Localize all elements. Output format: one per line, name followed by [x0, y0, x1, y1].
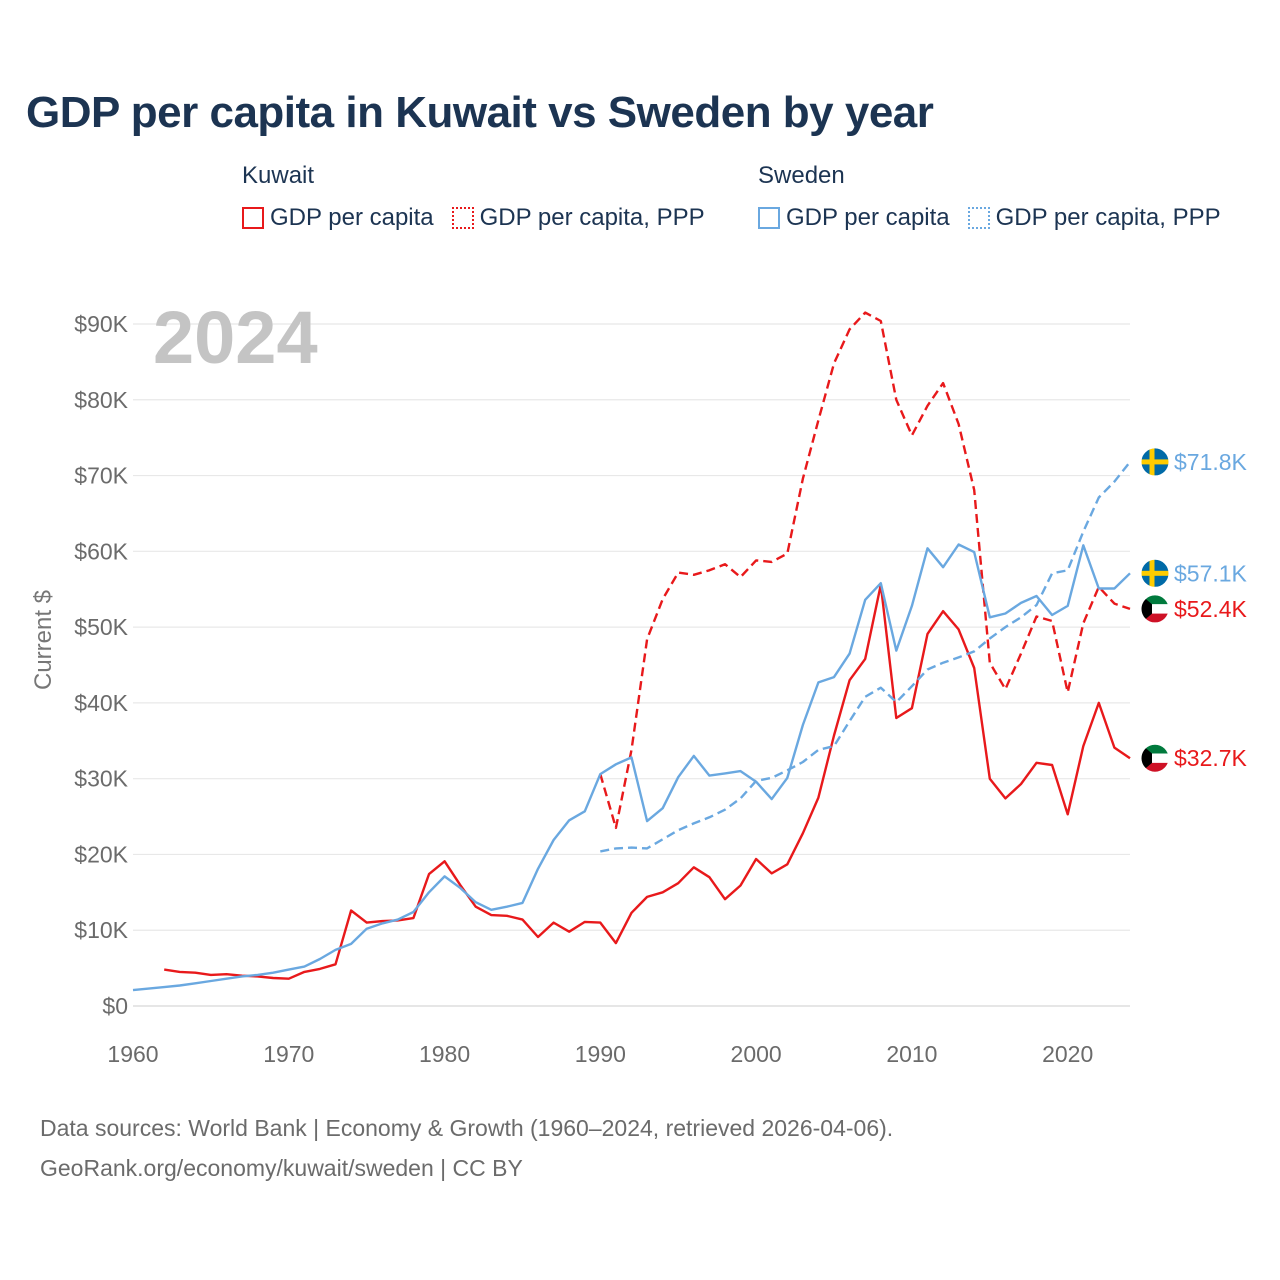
y-tick-label: $70K: [74, 463, 128, 489]
legend-label: GDP per capita: [786, 204, 950, 231]
legend-label: GDP per capita, PPP: [479, 204, 705, 231]
series-line-kuwait-gdp-per-capita-ppp[interactable]: [599, 311, 1131, 830]
legend-swatch-dotted: [967, 207, 990, 229]
y-tick-label: $60K: [74, 538, 128, 564]
x-axis-ticks: 1960 1970 1980 1990 2000 2010 2020: [107, 1041, 1093, 1067]
end-value-label: $57.1K: [1174, 560, 1248, 586]
y-tick-label: $10K: [74, 917, 128, 943]
legend-sweden: Sweden GDP per capita GDP per capita, PP…: [758, 162, 1221, 232]
y-tick-label: $50K: [74, 614, 128, 640]
series-line-sweden-gdp-per-capita[interactable]: [132, 543, 1131, 992]
x-tick-label: 2020: [1042, 1041, 1093, 1067]
legend-swatch-solid: [758, 207, 780, 229]
legend-kuwait-gdp[interactable]: GDP per capita: [242, 204, 434, 232]
end-value-label: $32.7K: [1174, 745, 1248, 771]
footer: Data sources: World Bank | Economy & Gro…: [40, 1108, 893, 1188]
page-title: GDP per capita in Kuwait vs Sweden by ye…: [26, 88, 934, 137]
legend-label: GDP per capita: [270, 204, 434, 231]
x-tick-label: 1980: [419, 1041, 470, 1067]
end-labels: $32.7K $52.4K $57.1K $71.8K: [1140, 447, 1248, 773]
y-tick-label: $20K: [74, 841, 128, 867]
footer-sources: Data sources: World Bank | Economy & Gro…: [40, 1115, 894, 1141]
legend-sweden-gdp[interactable]: GDP per capita: [758, 204, 950, 232]
year-label: 2024: [153, 296, 318, 379]
legend-kuwait: Kuwait GDP per capita GDP per capita, PP…: [242, 162, 705, 232]
x-tick-label: 1990: [575, 1041, 626, 1067]
gridlines: [133, 323, 1130, 1007]
y-tick-label: $40K: [74, 690, 128, 716]
footer-credit: GeoRank.org/economy/kuwait/sweden | CC B…: [40, 1155, 523, 1181]
legend-sweden-ppp[interactable]: GDP per capita, PPP: [967, 204, 1221, 232]
sweden-flag-icon: [1140, 447, 1170, 477]
legend-label: GDP per capita, PPP: [995, 204, 1221, 231]
series-line-kuwait-gdp-per-capita[interactable]: [164, 583, 1131, 980]
legend-swatch-dotted: [451, 207, 474, 229]
legend-kuwait-ppp[interactable]: GDP per capita, PPP: [451, 204, 705, 232]
series-lines: [132, 311, 1131, 992]
x-tick-label: 2000: [731, 1041, 782, 1067]
y-tick-label: $80K: [74, 387, 128, 413]
x-tick-label: 2010: [886, 1041, 937, 1067]
x-tick-label: 1960: [107, 1041, 158, 1067]
legend-swatch-solid: [242, 207, 264, 229]
y-tick-label: $0: [102, 993, 128, 1019]
kuwait-flag-icon: [1140, 743, 1170, 773]
sweden-flag-icon: [1140, 558, 1170, 588]
legend-country-kuwait: Kuwait: [242, 162, 315, 189]
y-tick-label: $30K: [74, 766, 128, 792]
legend-country-sweden: Sweden: [758, 162, 845, 189]
kuwait-flag-icon: [1140, 594, 1170, 624]
y-axis-label: Current $: [30, 590, 57, 690]
end-value-label: $71.8K: [1174, 449, 1248, 475]
y-tick-label: $90K: [74, 311, 128, 337]
y-axis-ticks: $0 $10K $20K $30K $40K $50K $60K $70K $80K $90K: [74, 311, 128, 1019]
x-tick-label: 1970: [263, 1041, 314, 1067]
end-value-label: $52.4K: [1174, 596, 1248, 622]
